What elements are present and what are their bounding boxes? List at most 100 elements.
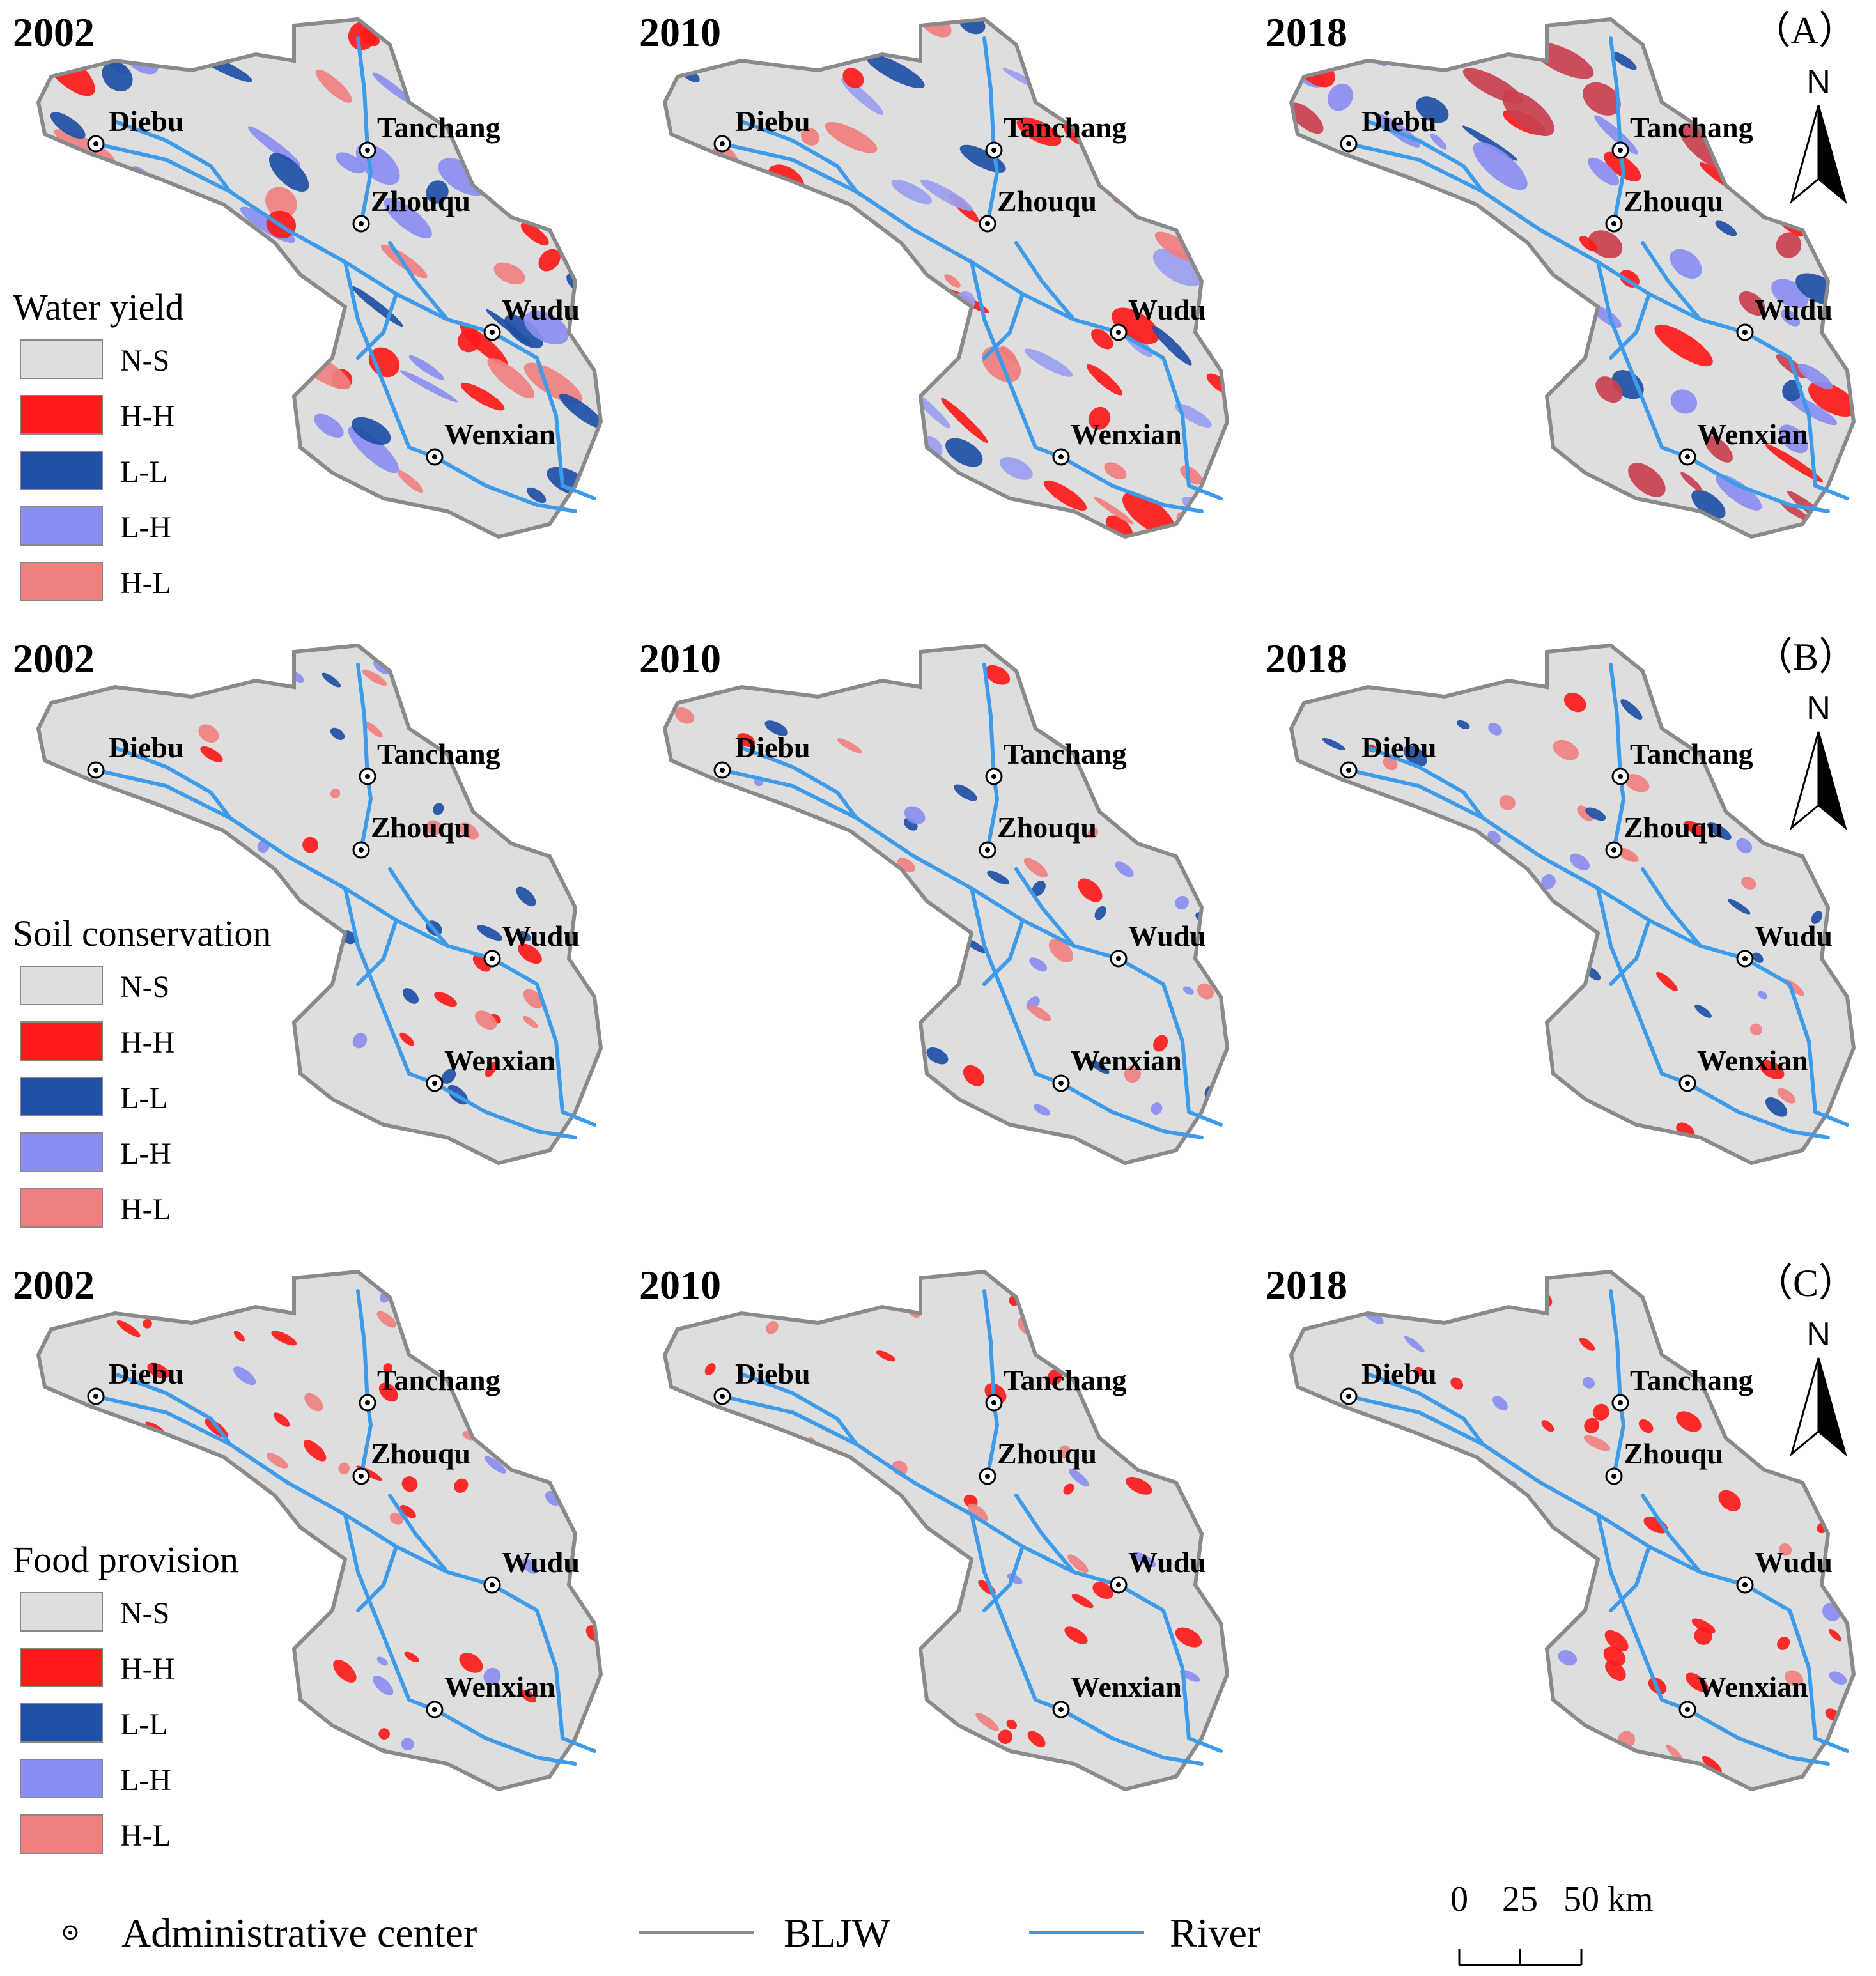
cluster-patch — [1541, 1420, 1554, 1432]
cluster-patch — [170, 991, 194, 1011]
river-line — [113, 120, 232, 194]
town-label-diebu: Diebu — [1361, 1357, 1437, 1390]
river-line — [388, 867, 449, 948]
cluster-patch — [823, 330, 853, 351]
cluster-patch — [401, 1738, 414, 1751]
cluster-patch — [1546, 1143, 1558, 1155]
cluster-patch — [1525, 1676, 1538, 1692]
river-line — [1641, 241, 1702, 321]
town-label-wenxian: Wenxian — [444, 1044, 555, 1077]
cluster-patch — [260, 888, 276, 904]
river-line — [970, 886, 1204, 1139]
admin-center-dot — [68, 1931, 72, 1934]
legend-label: H-H — [120, 1652, 174, 1686]
cluster-patch — [1522, 458, 1551, 486]
cluster-patch — [948, 491, 998, 537]
river-line — [113, 746, 232, 820]
cluster-patch — [819, 985, 833, 1000]
town-label-tanchang: Tanchang — [1630, 737, 1753, 770]
admin-center-dot — [359, 221, 364, 226]
cluster-patch — [127, 900, 138, 911]
scale-tick-label: 25 — [1502, 1880, 1538, 1919]
cluster-patch — [1469, 1635, 1487, 1653]
cluster-patch — [998, 1729, 1013, 1744]
cluster-patch — [888, 19, 912, 32]
cluster-patch — [1344, 424, 1398, 461]
cluster-patch — [800, 495, 830, 523]
town-label-wudu: Wudu — [1755, 293, 1833, 326]
cluster-patch — [1695, 19, 1748, 57]
town-label-wenxian: Wenxian — [444, 418, 555, 451]
north-arrow: N — [1790, 690, 1847, 831]
cluster-patch — [426, 820, 442, 836]
cluster-patch — [1092, 1582, 1114, 1599]
north-arrow-left — [1790, 105, 1820, 205]
cluster-patch — [1174, 403, 1213, 428]
cluster-patch — [665, 496, 700, 530]
cluster-patch — [1594, 115, 1638, 155]
cluster-patch — [1503, 1100, 1530, 1119]
cluster-patch — [1175, 1627, 1202, 1648]
cluster-patch — [1686, 1672, 1709, 1692]
cluster-patch — [148, 196, 190, 229]
cluster-patch — [715, 1003, 733, 1019]
cluster-patch — [737, 733, 756, 748]
town-label-wenxian: Wenxian — [1697, 418, 1808, 451]
admin-center-dot — [93, 768, 98, 773]
legend-label: N-S — [120, 344, 169, 378]
cluster-patch — [1482, 304, 1518, 336]
cluster-patch — [199, 1495, 218, 1509]
cluster-patch — [1605, 1660, 1626, 1681]
cluster-patch — [701, 1750, 713, 1764]
river-network — [1347, 1289, 1849, 1766]
cluster-patch — [1069, 1469, 1089, 1487]
town-label-wudu: Wudu — [1128, 920, 1206, 952]
cluster-patch — [54, 128, 115, 163]
cluster-patch — [247, 126, 301, 167]
cluster-patch — [1541, 874, 1556, 890]
scale-tick-label: 0 — [1450, 1880, 1468, 1919]
cluster-patch — [753, 824, 767, 836]
legend-swatch-h-h — [20, 395, 103, 435]
river-line — [343, 260, 577, 513]
cluster-patch — [987, 870, 1010, 885]
cluster-patch — [701, 1642, 714, 1656]
cluster-patch — [1727, 899, 1751, 915]
cluster-patch — [1006, 1719, 1018, 1730]
cluster-patch — [945, 438, 983, 467]
cluster-patch — [474, 1010, 497, 1030]
cluster-patch — [352, 417, 391, 445]
town-label-wenxian: Wenxian — [1071, 418, 1182, 451]
cluster-patch — [441, 1069, 456, 1084]
cluster-patch — [1569, 853, 1590, 870]
cluster-patch — [1112, 307, 1159, 344]
cluster-patch — [1090, 1060, 1110, 1074]
cluster-patch — [211, 1637, 233, 1656]
river-line — [356, 1545, 398, 1612]
river-line — [1813, 484, 1849, 500]
cluster-patch — [200, 746, 223, 762]
cluster-patch — [824, 495, 876, 530]
cluster-patch — [1088, 406, 1110, 430]
cluster-patch — [1304, 1634, 1319, 1649]
admin-center-dot — [1058, 1081, 1064, 1086]
cluster-patch — [773, 1132, 795, 1150]
cluster-patch — [1064, 1626, 1088, 1644]
cluster-patch — [1375, 1035, 1393, 1049]
cluster-patch — [578, 1315, 597, 1331]
cluster-patch — [198, 724, 219, 743]
cluster-patch — [1179, 1272, 1199, 1279]
cluster-patch — [665, 397, 687, 421]
cluster-patch — [389, 1512, 404, 1525]
cluster-patch — [552, 785, 564, 796]
town-label-tanchang: Tanchang — [377, 737, 500, 770]
panel-letter: （A） — [1753, 10, 1857, 52]
cluster-patch — [1404, 1336, 1425, 1353]
cluster-patch — [493, 262, 525, 285]
cluster-patch — [824, 1131, 836, 1144]
cluster-patch — [832, 1767, 849, 1783]
cluster-patch — [544, 1288, 561, 1304]
cluster-patch — [1425, 1605, 1446, 1625]
cluster-patch — [376, 1656, 388, 1666]
